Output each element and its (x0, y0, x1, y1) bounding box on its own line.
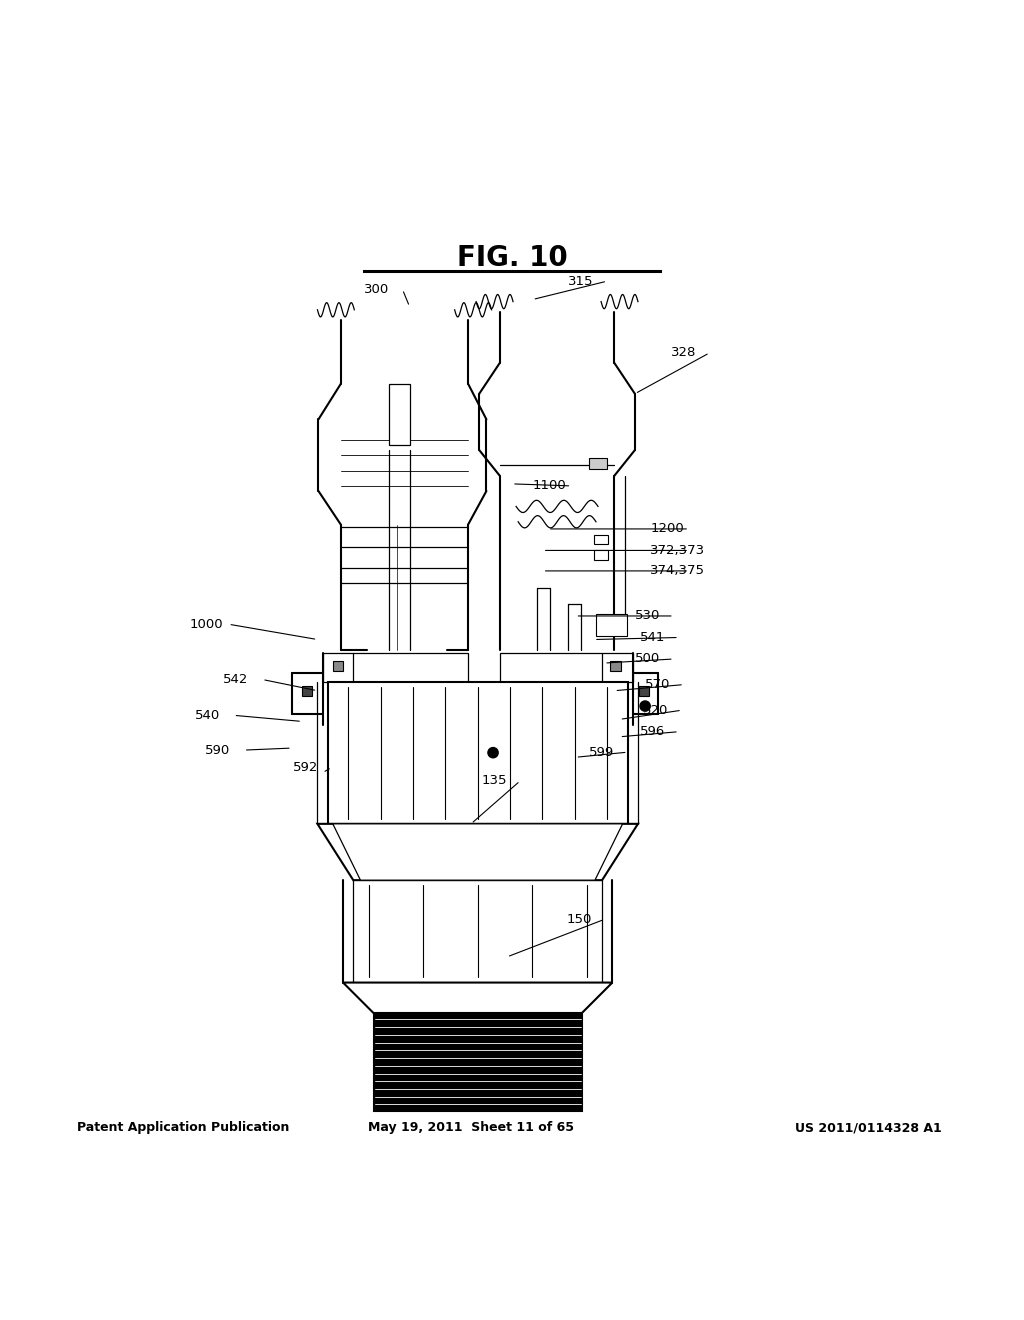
Text: 315: 315 (568, 275, 594, 288)
Bar (596, 614, 627, 636)
Circle shape (488, 747, 499, 758)
Text: May 19, 2011  Sheet 11 of 65: May 19, 2011 Sheet 11 of 65 (368, 1122, 574, 1134)
Text: 530: 530 (635, 610, 660, 623)
Bar (594, 550, 608, 560)
Text: 590: 590 (205, 743, 230, 756)
Text: 599: 599 (589, 746, 614, 759)
Circle shape (640, 701, 650, 711)
Polygon shape (317, 824, 638, 880)
Bar (302, 685, 312, 696)
Bar (500, 653, 633, 681)
Text: 596: 596 (640, 725, 666, 738)
Text: 328: 328 (671, 346, 696, 359)
Text: US 2011/0114328 A1: US 2011/0114328 A1 (796, 1122, 942, 1134)
Text: 520: 520 (643, 704, 669, 717)
Text: 135: 135 (481, 775, 507, 787)
Text: 540: 540 (195, 709, 220, 722)
Bar (333, 661, 343, 672)
Text: 500: 500 (635, 652, 660, 665)
Text: FIG. 10: FIG. 10 (457, 244, 567, 272)
Text: Patent Application Publication: Patent Application Publication (77, 1122, 289, 1134)
Bar (610, 661, 621, 672)
Text: 592: 592 (293, 762, 318, 774)
Text: 1100: 1100 (532, 479, 566, 492)
Text: 1200: 1200 (650, 523, 684, 536)
Polygon shape (333, 824, 623, 880)
Bar (589, 458, 607, 469)
Text: 541: 541 (640, 631, 666, 644)
Text: 374,375: 374,375 (650, 565, 706, 577)
Bar (374, 1014, 582, 1110)
Bar (323, 653, 468, 681)
Text: 150: 150 (566, 912, 592, 925)
Polygon shape (343, 982, 612, 1014)
Text: 300: 300 (364, 282, 389, 296)
Bar (389, 384, 410, 445)
Bar (328, 681, 628, 824)
Bar (639, 685, 649, 696)
Text: 372,373: 372,373 (650, 544, 706, 557)
Text: 1000: 1000 (189, 618, 223, 631)
Bar (594, 535, 608, 544)
Text: 570: 570 (645, 678, 671, 692)
Text: 542: 542 (223, 673, 249, 686)
